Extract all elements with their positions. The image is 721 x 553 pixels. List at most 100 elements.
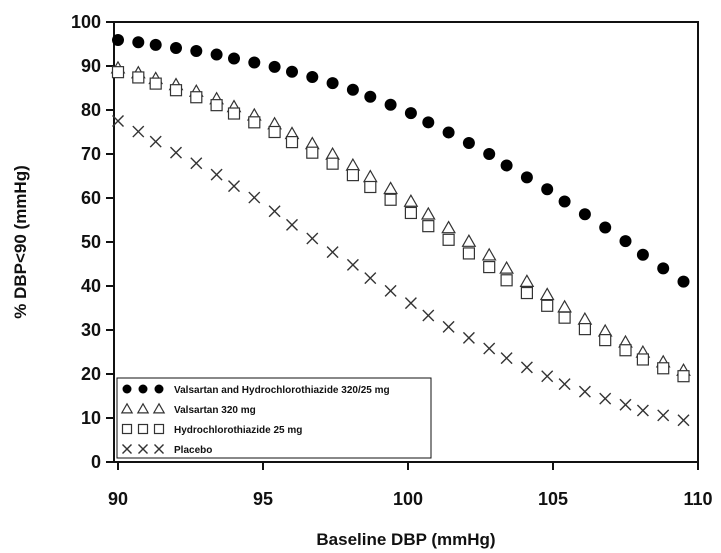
triangle-marker bbox=[481, 247, 497, 261]
data-point bbox=[481, 247, 497, 261]
data-point bbox=[286, 65, 298, 78]
x-marker-stroke bbox=[442, 320, 455, 333]
triangle-marker bbox=[441, 220, 456, 234]
data-point bbox=[149, 77, 162, 90]
x-tick-label: 110 bbox=[683, 489, 712, 509]
data-point bbox=[442, 233, 455, 246]
x-marker-stroke bbox=[384, 284, 397, 297]
y-tick-label: 10 bbox=[81, 408, 101, 428]
square-marker bbox=[169, 84, 183, 97]
data-point bbox=[286, 218, 298, 231]
legend-entry: Valsartan 320 mg bbox=[120, 402, 256, 416]
data-point bbox=[404, 297, 417, 310]
x-marker-stroke bbox=[228, 180, 240, 193]
y-axis-title: % DBP<90 (mmHg) bbox=[11, 165, 30, 319]
y-tick-label: 70 bbox=[81, 144, 101, 164]
square-marker bbox=[558, 311, 571, 324]
data-point bbox=[442, 320, 455, 333]
data-point bbox=[500, 274, 513, 287]
square-marker bbox=[462, 247, 475, 260]
x-marker-stroke bbox=[636, 404, 649, 417]
filled-circle-marker bbox=[132, 36, 145, 49]
filled-circle-marker bbox=[248, 56, 261, 69]
data-point bbox=[170, 41, 182, 54]
data-point bbox=[520, 286, 534, 300]
y-axis: 0 10 20 30 40 50 60 70 80 90 100 bbox=[71, 12, 114, 472]
x-axis: 90 95 100 105 110 bbox=[108, 462, 713, 509]
data-point bbox=[326, 157, 339, 170]
data-point bbox=[577, 311, 593, 325]
filled-circle-marker bbox=[122, 384, 132, 394]
data-point bbox=[422, 116, 435, 129]
square-marker bbox=[111, 66, 125, 79]
triangle-marker bbox=[152, 402, 166, 414]
x-marker-stroke bbox=[132, 125, 145, 138]
legend: Valsartan and Hydrochlorothiazide 320/25… bbox=[116, 377, 432, 459]
data-point bbox=[578, 385, 591, 398]
x-marker-stroke bbox=[122, 444, 132, 454]
data-point bbox=[190, 157, 203, 170]
data-point bbox=[619, 235, 632, 248]
x-marker-stroke bbox=[462, 331, 475, 344]
data-point bbox=[461, 234, 477, 247]
legend-label: Valsartan and Hydrochlorothiazide 320/25… bbox=[174, 385, 390, 396]
legend-entry: Valsartan and Hydrochlorothiazide 320/25… bbox=[122, 384, 390, 396]
x-marker-stroke bbox=[500, 352, 513, 365]
x-marker-stroke bbox=[520, 361, 533, 374]
triangle-marker bbox=[325, 146, 340, 160]
data-point bbox=[404, 206, 417, 220]
data-point bbox=[636, 404, 649, 417]
filled-circle-marker bbox=[364, 90, 377, 103]
data-point bbox=[619, 344, 632, 357]
series bbox=[112, 115, 690, 427]
data-point bbox=[346, 169, 359, 182]
x-marker-stroke bbox=[541, 370, 554, 383]
data-point bbox=[500, 159, 513, 172]
triangle-marker bbox=[557, 299, 572, 313]
data-point bbox=[120, 402, 134, 414]
data-point bbox=[636, 353, 650, 366]
y-tick-label: 100 bbox=[71, 12, 101, 32]
square-marker bbox=[149, 77, 162, 90]
square-marker bbox=[636, 353, 650, 366]
legend-label: Placebo bbox=[174, 445, 212, 456]
x-marker-stroke bbox=[112, 115, 124, 127]
data-point bbox=[483, 260, 496, 274]
legend-box bbox=[116, 377, 432, 459]
square-marker bbox=[285, 136, 299, 149]
data-point bbox=[657, 362, 670, 375]
x-marker-stroke bbox=[422, 309, 435, 322]
x-marker-stroke bbox=[268, 205, 281, 218]
data-point bbox=[122, 384, 132, 394]
square-marker bbox=[346, 169, 359, 182]
data-point bbox=[422, 220, 435, 233]
data-point bbox=[558, 378, 571, 391]
data-point bbox=[268, 205, 281, 218]
filled-circle-marker bbox=[558, 195, 571, 208]
data-point bbox=[149, 38, 162, 51]
square-marker bbox=[404, 206, 417, 220]
data-point bbox=[306, 71, 319, 83]
data-point bbox=[599, 392, 612, 405]
x-marker-stroke bbox=[154, 444, 164, 454]
data-point bbox=[483, 148, 496, 160]
y-tick-label: 0 bbox=[91, 452, 101, 472]
y-tick-label: 20 bbox=[81, 364, 101, 384]
data-point bbox=[326, 77, 339, 90]
square-marker bbox=[137, 423, 149, 435]
data-point bbox=[404, 107, 417, 120]
data-point bbox=[636, 248, 649, 261]
data-point bbox=[578, 323, 592, 336]
filled-circle-marker bbox=[541, 183, 554, 196]
data-point bbox=[346, 83, 359, 96]
data-point bbox=[326, 246, 339, 259]
filled-circle-marker bbox=[442, 126, 455, 139]
data-point bbox=[462, 247, 475, 260]
data-point bbox=[285, 136, 299, 149]
legend-label: Hydrochlorothiazide 25 mg bbox=[174, 425, 302, 436]
x-marker-stroke bbox=[599, 392, 612, 405]
triangle-marker bbox=[420, 206, 436, 220]
square-marker bbox=[248, 116, 261, 129]
filled-circle-marker bbox=[657, 262, 670, 275]
